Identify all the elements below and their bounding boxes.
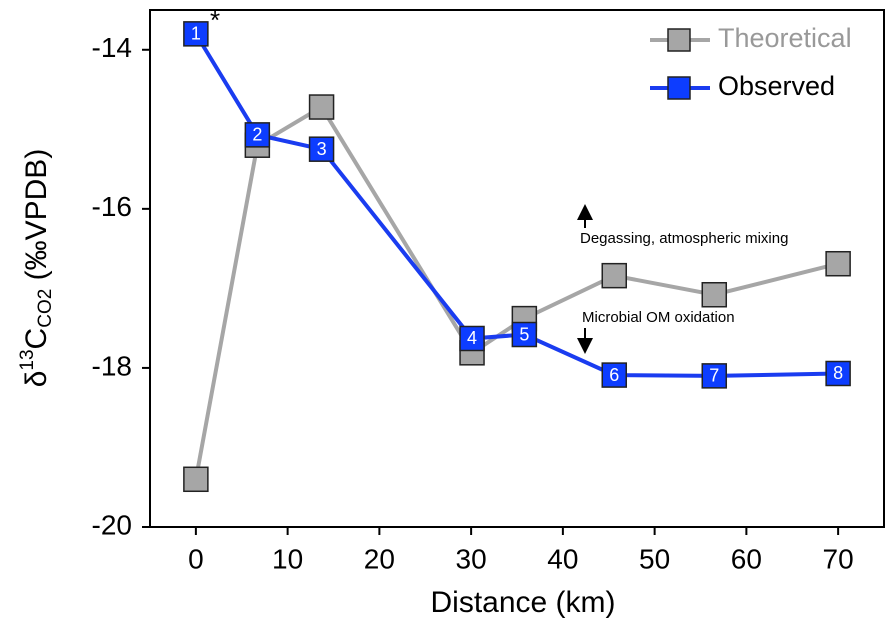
marker — [308, 94, 335, 120]
point-label: 5 — [519, 324, 529, 344]
marker — [183, 21, 209, 47]
marker — [701, 281, 728, 308]
point-label: 6 — [609, 365, 619, 385]
y-tick-label: -14 — [92, 32, 132, 63]
marker — [459, 325, 485, 352]
x-tick-label: 50 — [639, 543, 670, 574]
y-axis-label: δ13CCO2 (‰VPDB) — [17, 149, 56, 388]
point-label: 3 — [317, 139, 327, 159]
marker — [308, 136, 335, 162]
y-tick-label: -18 — [92, 350, 132, 381]
x-tick-label: 0 — [188, 543, 204, 574]
marker — [244, 122, 271, 148]
series-line — [193, 104, 839, 480]
marker — [825, 360, 851, 387]
x-tick-label: 70 — [823, 543, 854, 574]
point-label: 1 — [191, 24, 201, 44]
annotation: Degassing, atmospheric mixing — [580, 230, 788, 247]
x-tick-label: 20 — [364, 543, 395, 574]
y-tick-label: -16 — [92, 191, 132, 222]
marker — [825, 250, 851, 277]
x-tick-label: 30 — [456, 543, 487, 574]
marker — [701, 363, 728, 389]
y-label-part: 13 — [17, 349, 38, 370]
point-label: 8 — [833, 363, 843, 383]
y-label-part: C — [20, 328, 53, 350]
annotation: Microbial OM oxidation — [582, 309, 735, 326]
point-label: 7 — [709, 366, 719, 386]
y-tick-label: -20 — [92, 509, 132, 540]
point-label: 4 — [467, 328, 477, 348]
x-tick-label: 10 — [272, 543, 303, 574]
y-label-part: δ — [20, 371, 53, 388]
marker — [601, 362, 628, 388]
marker — [511, 321, 538, 348]
legend-marker — [667, 76, 691, 100]
legend-label: Theoretical — [718, 23, 852, 53]
point-label: 2 — [252, 125, 262, 145]
x-tick-label: 40 — [547, 543, 578, 574]
legend-label: Observed — [718, 71, 835, 101]
y-label-part: CO2 — [35, 289, 56, 328]
marker — [183, 466, 209, 493]
x-tick-label: 60 — [731, 543, 762, 574]
legend-marker — [667, 28, 691, 52]
x-axis-label: Distance (km) — [430, 586, 615, 619]
marker — [601, 262, 628, 289]
y-label-part: (‰VPDB) — [20, 149, 53, 289]
annotation: * — [210, 5, 220, 35]
plot-frame — [149, 9, 885, 528]
